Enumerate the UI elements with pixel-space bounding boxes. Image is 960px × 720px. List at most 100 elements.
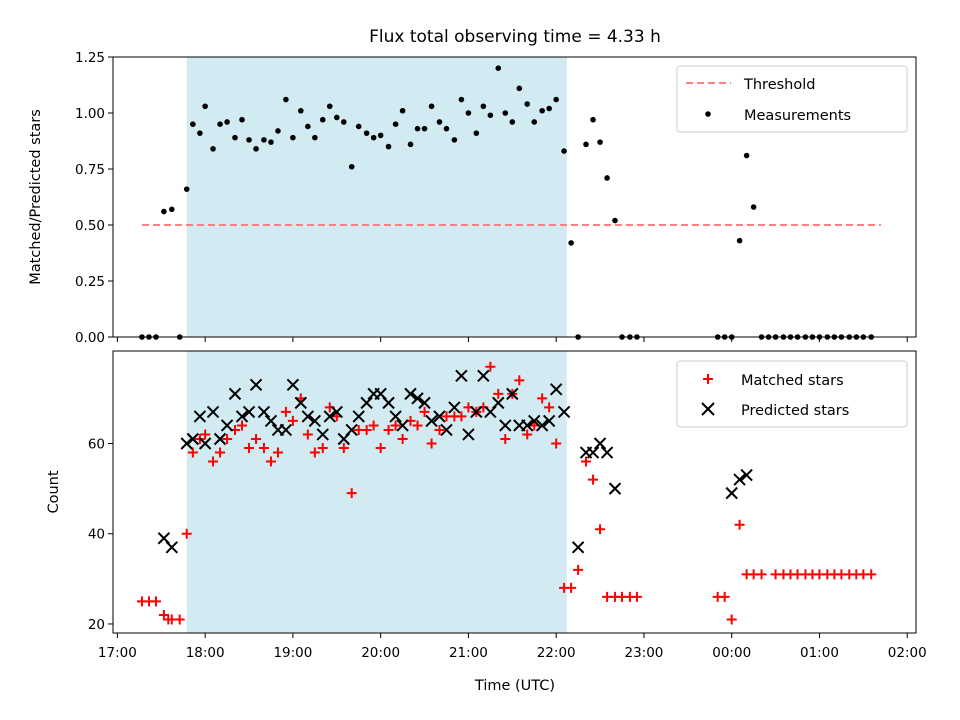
predicted-star-point xyxy=(345,423,358,437)
predicted-star-point xyxy=(257,405,271,419)
measurement-point xyxy=(377,132,384,139)
measurement-point xyxy=(414,125,421,132)
measurement-point xyxy=(516,85,523,92)
matched-star-point xyxy=(174,614,185,625)
predicted-star-point xyxy=(242,405,256,419)
measurement-point xyxy=(553,96,559,103)
x-tick-label: 01:00 xyxy=(800,645,839,661)
predicted-star-point xyxy=(301,410,315,423)
measurement-point xyxy=(495,65,502,71)
predicted-star-point xyxy=(477,369,490,383)
measurement-point xyxy=(473,130,480,136)
x-axis-label: Time (UTC) xyxy=(474,678,555,694)
chart-title: Flux total observing time = 4.33 h xyxy=(369,27,661,47)
measurement-point xyxy=(312,134,318,141)
matched-star-point xyxy=(726,614,737,625)
matched-star-point xyxy=(544,402,555,413)
legend-predicted-label: Predicted stars xyxy=(741,403,849,419)
y-tick-label: 0.25 xyxy=(75,274,105,290)
matched-star-point xyxy=(187,447,198,458)
predicted-star-point xyxy=(198,437,212,450)
measurement-point xyxy=(224,119,230,125)
predicted-star-point xyxy=(425,414,438,428)
measurement-point xyxy=(239,116,245,123)
matched-star-point xyxy=(588,474,599,485)
predicted-star-point xyxy=(279,423,293,437)
predicted-star-point xyxy=(308,414,322,428)
measurement-point xyxy=(421,125,428,132)
predicted-star-point xyxy=(506,387,519,401)
matched-star-point xyxy=(493,388,504,399)
predicted-star-point xyxy=(433,410,446,423)
measurement-point xyxy=(451,137,458,143)
predicted-star-point xyxy=(235,410,249,423)
matched-star-point xyxy=(419,406,430,417)
measurement-point xyxy=(246,137,252,143)
matched-star-point xyxy=(412,420,423,431)
predicted-star-point xyxy=(186,432,200,446)
matched-star-point xyxy=(537,393,548,404)
predicted-star-point xyxy=(220,419,234,432)
predicted-star-point xyxy=(228,387,242,401)
y-tick-label: 0.50 xyxy=(75,218,105,234)
measurement-point xyxy=(539,107,545,114)
legend-matched-swatch xyxy=(703,374,713,384)
predicted-star-point xyxy=(264,414,278,428)
y-tick-label: 1.25 xyxy=(75,50,105,66)
predicted-star-point xyxy=(206,405,220,419)
matched-star-point xyxy=(397,433,408,444)
y-axis-label-top: Matched/Predicted stars xyxy=(28,109,44,285)
x-tick-label: 23:00 xyxy=(624,645,663,661)
matched-star-point xyxy=(244,443,255,454)
measurement-point xyxy=(487,112,494,119)
measurement-point xyxy=(546,105,552,112)
y-tick-label: 40 xyxy=(88,527,105,543)
predicted-star-point xyxy=(382,396,395,410)
predicted-star-point xyxy=(411,392,424,405)
matched-star-point xyxy=(151,596,162,607)
predicted-star-point xyxy=(571,541,585,554)
matched-star-point xyxy=(222,433,233,444)
measurement-point xyxy=(399,107,406,114)
measurement-point xyxy=(458,96,465,103)
measurement-point xyxy=(736,237,743,244)
x-tick-label: 17:00 xyxy=(98,645,137,661)
x-tick-label: 22:00 xyxy=(537,645,576,661)
plot-frame-top xyxy=(112,56,917,338)
measurement-point xyxy=(363,130,370,136)
predicted-star-point xyxy=(470,405,483,419)
predicted-star-point xyxy=(360,396,373,410)
predicted-star-point xyxy=(323,410,336,423)
matched-star-point xyxy=(208,456,219,467)
predicted-star-point xyxy=(316,428,329,441)
legend-bottom: Matched stars Predicted stars xyxy=(676,360,908,428)
measurement-point xyxy=(743,152,750,159)
predicted-star-point xyxy=(389,410,402,423)
y-tick-label: 0.75 xyxy=(75,162,105,178)
measurement-point xyxy=(385,143,392,150)
matched-star-point xyxy=(566,582,577,593)
matched-star-point xyxy=(734,519,745,530)
matched-star-point xyxy=(158,609,169,620)
measurement-point xyxy=(502,110,509,116)
measurement-point xyxy=(428,103,435,110)
matched-star-point xyxy=(287,415,298,426)
matched-star-point xyxy=(573,564,584,575)
measurement-point xyxy=(370,134,377,141)
predicted-star-point xyxy=(557,405,571,419)
predicted-star-point xyxy=(404,387,417,401)
panel-counts: 20 40 60 17:00 18:00 19:00 20:00 21:00 22:00 23:… xyxy=(46,350,927,694)
measurement-point xyxy=(298,107,304,114)
measurement-point xyxy=(348,163,355,170)
legend-top: Threshold Measurements xyxy=(676,65,908,133)
predicted-star-point xyxy=(593,437,607,450)
measurement-point xyxy=(597,139,603,145)
matched-star-point xyxy=(631,591,642,602)
predicted-star-point xyxy=(462,428,475,441)
matched-star-point xyxy=(485,361,496,372)
predicted-star-point xyxy=(600,446,614,459)
measurement-point xyxy=(480,103,487,110)
matched-star-point xyxy=(302,429,313,440)
x-tick-label: 00:00 xyxy=(712,645,751,661)
